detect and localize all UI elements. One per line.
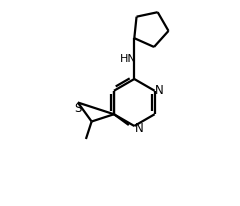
Text: S: S (74, 102, 82, 115)
Text: N: N (134, 121, 143, 134)
Text: HN: HN (120, 53, 137, 63)
Text: N: N (155, 84, 164, 97)
